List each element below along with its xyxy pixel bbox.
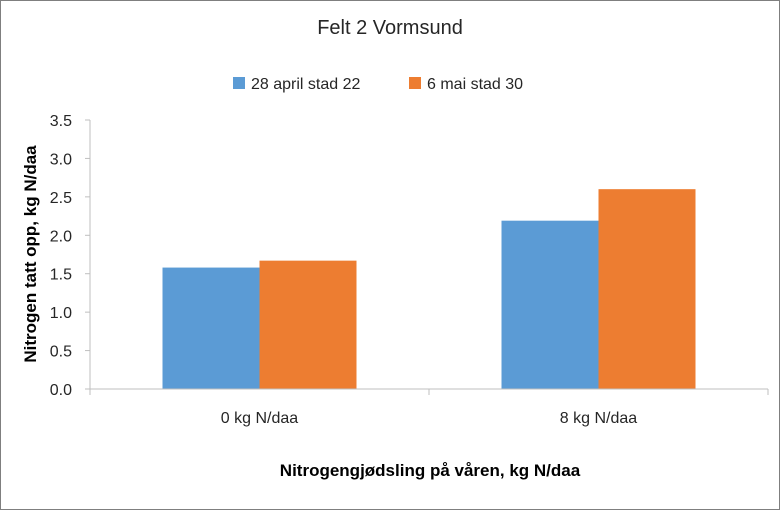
y-axis-ticks: 0.0 0.5 1.0 1.5 2.0 2.5 3.0 3.5 xyxy=(50,113,90,399)
bar xyxy=(162,267,260,389)
legend-label-series-1: 28 april stad 22 xyxy=(251,76,361,93)
y-tick-label: 1.5 xyxy=(50,267,72,284)
y-tick-label: 2.0 xyxy=(50,228,72,245)
bar xyxy=(501,220,599,389)
x-axis-categories: 0 kg N/daa 8 kg N/daa xyxy=(221,410,637,427)
chart-title: Felt 2 Vormsund xyxy=(317,17,463,39)
y-tick-label: 3.5 xyxy=(50,113,72,130)
bars xyxy=(162,189,696,389)
y-axis-title: Nitrogen tatt opp, kg N/daa xyxy=(21,145,40,363)
x-axis-title: Nitrogengjødsling på våren, kg N/daa xyxy=(280,461,581,480)
y-tick-label: 0.0 xyxy=(50,382,72,399)
bar xyxy=(259,260,357,389)
legend-label-series-2: 6 mai stad 30 xyxy=(427,76,523,93)
y-tick-label: 0.5 xyxy=(50,344,72,361)
legend-swatch-series-2 xyxy=(409,77,421,89)
x-category-label: 0 kg N/daa xyxy=(221,410,298,427)
y-tick-label: 1.0 xyxy=(50,305,72,322)
legend-swatch-series-1 xyxy=(233,77,245,89)
y-tick-label: 3.0 xyxy=(50,151,72,168)
y-tick-label: 2.5 xyxy=(50,190,72,207)
x-category-label: 8 kg N/daa xyxy=(560,410,637,427)
bar xyxy=(598,189,696,389)
legend: 28 april stad 22 6 mai stad 30 xyxy=(233,76,523,93)
axes xyxy=(89,120,769,395)
